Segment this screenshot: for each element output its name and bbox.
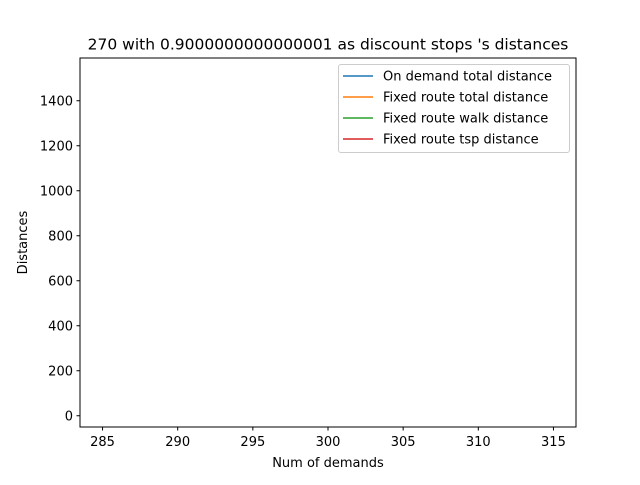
legend-label-2: Fixed route walk distance (383, 112, 548, 127)
x-tick-label: 295 (240, 435, 265, 450)
legend-label-1: Fixed route total distance (383, 91, 548, 106)
x-tick-label: 310 (466, 435, 491, 450)
legend-label-3: Fixed route tsp distance (383, 133, 539, 148)
y-axis-label: Distances (16, 210, 31, 274)
legend-label-0: On demand total distance (383, 70, 552, 85)
y-tick-label: 0 (65, 409, 73, 424)
x-tick-label: 300 (316, 435, 341, 450)
y-tick-label: 1000 (40, 184, 73, 199)
x-axis-ticks: 285 290 295 300 305 310 315 (90, 427, 566, 450)
chart-title: 270 with 0.9000000000000001 as discount … (88, 36, 569, 54)
x-tick-label: 305 (391, 435, 416, 450)
x-axis-label: Num of demands (272, 456, 384, 471)
y-tick-label: 600 (48, 274, 73, 289)
y-tick-label: 1400 (40, 94, 73, 109)
x-tick-label: 285 (90, 435, 115, 450)
plot-frame (79, 57, 577, 428)
y-tick-label: 400 (48, 319, 73, 334)
x-tick-label: 315 (541, 435, 566, 450)
y-tick-label: 1200 (40, 139, 73, 154)
y-tick-label: 800 (48, 229, 73, 244)
legend-box (338, 64, 570, 153)
x-tick-label: 290 (165, 435, 190, 450)
legend: On demand total distance Fixed route tota… (338, 64, 570, 153)
y-tick-label: 200 (48, 364, 73, 379)
y-axis-ticks: 0 200 400 600 800 1000 1200 1400 (40, 94, 80, 424)
